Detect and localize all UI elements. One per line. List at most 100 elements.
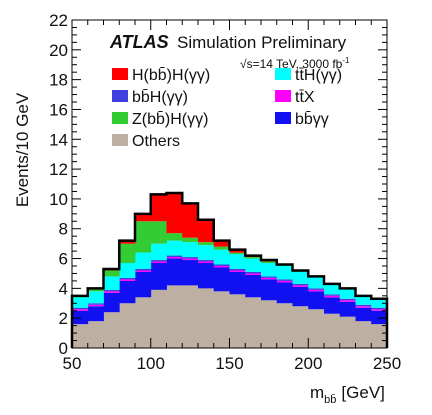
histogram-bin <box>261 300 278 348</box>
legend-label: bb̄H(γγ) <box>132 89 188 106</box>
histogram-bin <box>166 285 183 348</box>
legend-swatch <box>112 134 128 146</box>
histogram-bin <box>166 255 183 258</box>
histogram-bin <box>276 280 293 283</box>
histogram-bin <box>292 285 309 287</box>
histogram-bin <box>371 324 388 348</box>
legend-label: tt̄X <box>295 89 315 106</box>
histogram-bin <box>182 258 199 261</box>
histogram-bin <box>245 274 262 298</box>
histogram-bin <box>245 271 262 274</box>
histogram-bin <box>119 279 136 281</box>
histogram-bin <box>198 245 215 261</box>
histogram-bin <box>150 194 167 222</box>
histogram-bin <box>276 303 293 348</box>
histogram-bin <box>213 267 230 292</box>
histogram-bin <box>182 260 199 286</box>
histogram-bin <box>103 276 120 290</box>
histogram-bin <box>119 263 136 278</box>
histogram-bin <box>261 261 278 264</box>
legend-swatch <box>112 112 128 124</box>
histogram-bin <box>72 324 89 348</box>
histogram-bin <box>308 289 325 292</box>
histogram-bin <box>229 294 246 348</box>
x-tick-label: 100 <box>137 354 165 373</box>
series-0 <box>72 285 388 348</box>
histogram-bin <box>324 295 341 298</box>
legend-item: bb̄γγ <box>275 111 329 128</box>
histogram-bin <box>245 297 262 348</box>
histogram-bin <box>87 303 104 305</box>
histogram-bin <box>198 260 215 262</box>
y-tick-label: 10 <box>49 190 68 209</box>
histogram-bin <box>135 213 152 222</box>
histogram-bin <box>276 266 293 280</box>
y-tick-label: 2 <box>59 309 68 328</box>
legend-label: tt̄H(γγ) <box>295 67 342 84</box>
histogram-bin <box>213 264 230 266</box>
histogram-bin <box>371 307 388 310</box>
y-tick-label: 0 <box>59 339 68 358</box>
histogram-bin <box>229 270 246 272</box>
x-tick-label: 250 <box>373 354 401 373</box>
histogram-bin <box>213 240 230 247</box>
histogram-bin <box>182 242 199 258</box>
x-axis-label: mbb̄ [GeV] <box>310 383 385 406</box>
series-3 <box>72 255 388 310</box>
legend-swatch <box>275 90 291 102</box>
histogram-bin <box>355 304 372 307</box>
series-2 <box>72 257 388 311</box>
histogram-bin <box>150 289 167 348</box>
legend-label: bb̄γγ <box>295 111 329 128</box>
histogram-bin <box>213 291 230 348</box>
histogram-bin <box>150 243 167 261</box>
histogram-bin <box>87 304 104 307</box>
histogram-bin <box>166 240 183 256</box>
histogram-bin <box>261 279 278 301</box>
histogram-bin <box>166 258 183 286</box>
histogram-bin <box>198 288 215 348</box>
histogram-bin <box>213 249 230 265</box>
y-axis-label: Events/10 GeV <box>13 92 32 207</box>
legend-item: tt̄H(γγ) <box>275 67 342 84</box>
histogram-bin <box>261 277 278 280</box>
y-tick-label: 20 <box>49 41 68 60</box>
legend-label: H(bb̄)H(γγ) <box>132 67 210 84</box>
histogram-bin <box>135 268 152 271</box>
histogram-bin <box>182 203 199 238</box>
histogram-bin <box>72 297 89 308</box>
histogram-bin <box>166 257 183 259</box>
histogram-bin <box>103 289 120 292</box>
histogram-bin <box>72 307 89 310</box>
histogram-bin <box>198 263 215 289</box>
histogram-bin <box>198 242 215 246</box>
histogram-bin <box>292 271 309 284</box>
plot-area: 0 2 4 6 8 10 12 14 16 18 20 22 50 100 150 200 250 <box>49 11 401 373</box>
histogram-bin <box>166 233 183 241</box>
y-tick-label: 18 <box>49 71 68 90</box>
legend-item: Z(bb̄)H(γγ) <box>112 111 208 128</box>
histogram-bin <box>339 288 356 299</box>
legend-item: Others <box>112 133 180 150</box>
histogram-bin <box>135 271 152 298</box>
histogram-bin <box>324 294 341 296</box>
histogram-bin <box>276 282 293 304</box>
histogram-bin <box>245 258 262 272</box>
histogram-bin <box>229 254 246 269</box>
legend-swatch <box>275 68 291 80</box>
histogram-bin <box>276 279 293 281</box>
histogram-bin <box>135 252 152 269</box>
histogram-bin <box>292 286 309 307</box>
y-tick-label: 8 <box>59 220 68 239</box>
histogram-bin <box>213 266 230 268</box>
histogram-bin <box>135 297 152 348</box>
histogram-bin <box>308 276 325 289</box>
energy-label: √s=14 TeV, 3000 fb-1 <box>240 56 350 71</box>
histogram-bin <box>182 237 199 243</box>
histogram-bin <box>261 276 278 278</box>
series-1 <box>72 258 388 325</box>
histogram-bin <box>103 312 120 348</box>
series-5 <box>72 221 309 298</box>
histogram-bin <box>308 309 325 348</box>
